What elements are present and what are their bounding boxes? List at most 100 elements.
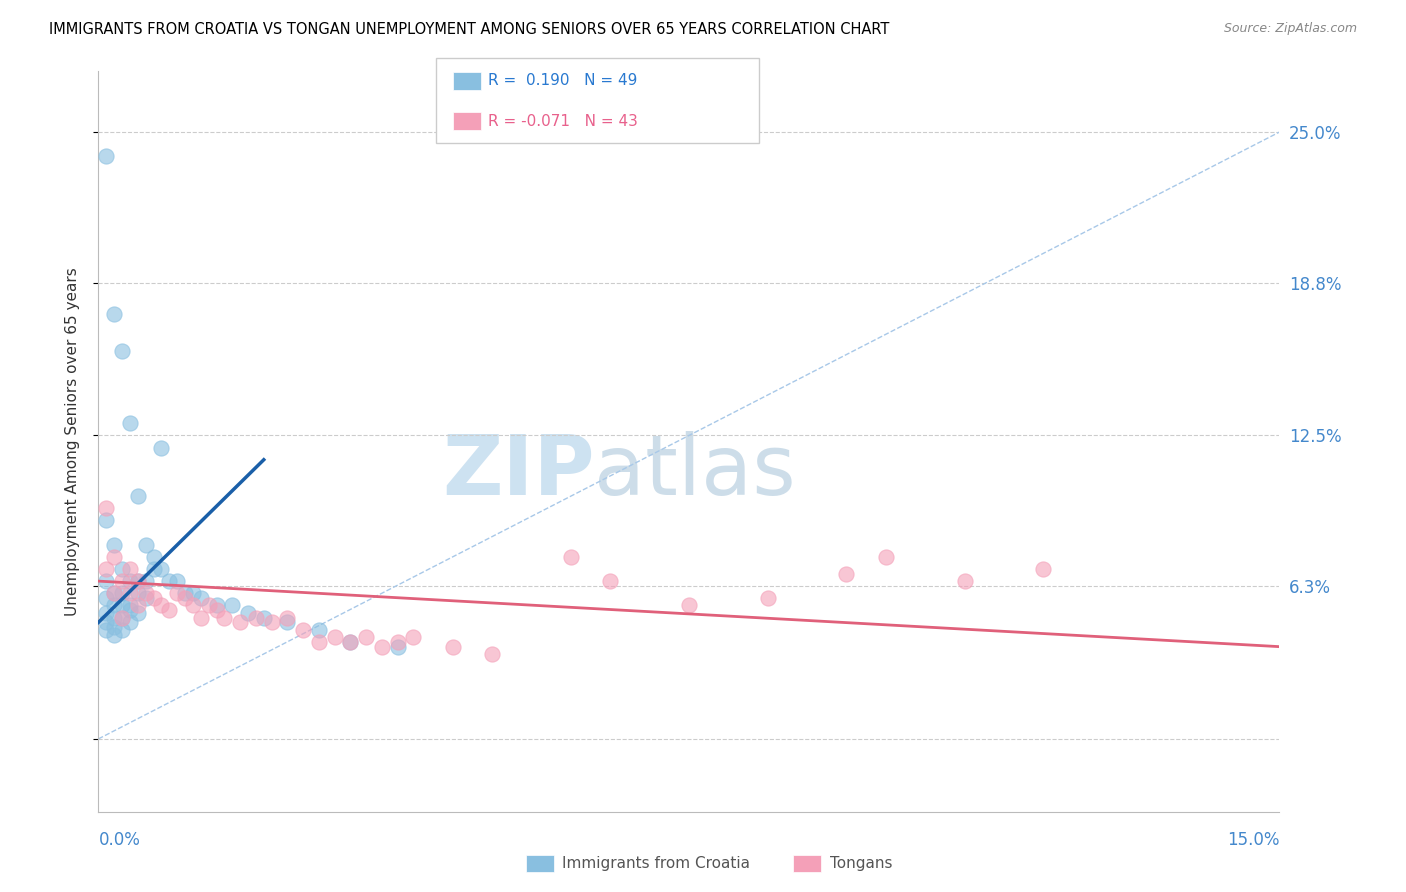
Point bbox=[371, 640, 394, 654]
Point bbox=[197, 599, 219, 613]
Point bbox=[118, 562, 141, 576]
Point bbox=[111, 562, 134, 576]
Y-axis label: Unemployment Among Seniors over 65 years: Unemployment Among Seniors over 65 years bbox=[65, 268, 80, 615]
Point bbox=[127, 489, 149, 503]
Point bbox=[96, 149, 118, 163]
Point bbox=[835, 566, 858, 581]
Point bbox=[150, 562, 173, 576]
Point bbox=[127, 606, 149, 620]
Point bbox=[953, 574, 976, 588]
Point bbox=[323, 630, 346, 644]
Point bbox=[221, 599, 243, 613]
Point bbox=[127, 574, 149, 588]
Point bbox=[441, 640, 464, 654]
Point bbox=[276, 615, 298, 630]
Text: Tongans: Tongans bbox=[830, 856, 891, 871]
Point bbox=[190, 610, 212, 624]
Point bbox=[166, 586, 188, 600]
Point bbox=[111, 610, 134, 624]
Point bbox=[166, 574, 188, 588]
Point bbox=[205, 599, 228, 613]
Point bbox=[339, 635, 361, 649]
Text: R = -0.071   N = 43: R = -0.071 N = 43 bbox=[488, 114, 638, 128]
Point bbox=[292, 623, 315, 637]
Point bbox=[387, 640, 409, 654]
Point bbox=[118, 615, 141, 630]
Point bbox=[103, 538, 125, 552]
Point bbox=[96, 574, 118, 588]
Point bbox=[599, 574, 621, 588]
Point bbox=[96, 606, 118, 620]
Point bbox=[229, 615, 252, 630]
Point bbox=[150, 441, 173, 455]
Point bbox=[142, 562, 165, 576]
Point bbox=[135, 591, 157, 606]
Point bbox=[253, 610, 276, 624]
Point bbox=[135, 586, 157, 600]
Point bbox=[308, 623, 330, 637]
Point bbox=[111, 610, 134, 624]
Point bbox=[103, 549, 125, 564]
Point bbox=[174, 591, 197, 606]
Point bbox=[103, 586, 125, 600]
Text: atlas: atlas bbox=[595, 431, 796, 512]
Point bbox=[402, 630, 425, 644]
Text: IMMIGRANTS FROM CROATIA VS TONGAN UNEMPLOYMENT AMONG SENIORS OVER 65 YEARS CORRE: IMMIGRANTS FROM CROATIA VS TONGAN UNEMPL… bbox=[49, 22, 890, 37]
Point bbox=[96, 591, 118, 606]
Point bbox=[118, 417, 141, 431]
Point bbox=[103, 610, 125, 624]
Point bbox=[111, 574, 134, 588]
Point bbox=[190, 591, 212, 606]
Point bbox=[118, 603, 141, 617]
Point bbox=[157, 603, 180, 617]
Point bbox=[387, 635, 409, 649]
Point bbox=[103, 599, 125, 613]
Point bbox=[245, 610, 267, 624]
Point bbox=[111, 599, 134, 613]
Text: Immigrants from Croatia: Immigrants from Croatia bbox=[562, 856, 751, 871]
Text: 15.0%: 15.0% bbox=[1227, 831, 1279, 849]
Point bbox=[127, 574, 149, 588]
Point bbox=[118, 586, 141, 600]
Point bbox=[111, 586, 134, 600]
Point bbox=[111, 343, 134, 358]
Point bbox=[260, 615, 283, 630]
Point bbox=[135, 538, 157, 552]
Point bbox=[103, 307, 125, 321]
Point bbox=[875, 549, 897, 564]
Point bbox=[214, 610, 236, 624]
Point bbox=[560, 549, 582, 564]
Point bbox=[756, 591, 779, 606]
Point bbox=[181, 586, 204, 600]
Point bbox=[678, 599, 700, 613]
Point bbox=[157, 574, 180, 588]
Point bbox=[111, 623, 134, 637]
Point bbox=[96, 501, 118, 516]
Point bbox=[142, 549, 165, 564]
Point bbox=[354, 630, 377, 644]
Point bbox=[118, 574, 141, 588]
Point bbox=[236, 606, 259, 620]
Point bbox=[181, 599, 204, 613]
Point bbox=[339, 635, 361, 649]
Point bbox=[103, 627, 125, 641]
Point bbox=[1032, 562, 1054, 576]
Point bbox=[276, 610, 298, 624]
Text: Source: ZipAtlas.com: Source: ZipAtlas.com bbox=[1223, 22, 1357, 36]
Point bbox=[103, 586, 125, 600]
Point bbox=[127, 599, 149, 613]
Point bbox=[142, 591, 165, 606]
Point bbox=[96, 513, 118, 527]
Point bbox=[308, 635, 330, 649]
Point bbox=[205, 603, 228, 617]
Point bbox=[103, 620, 125, 634]
Point bbox=[150, 599, 173, 613]
Text: R =  0.190   N = 49: R = 0.190 N = 49 bbox=[488, 73, 637, 87]
Point bbox=[127, 586, 149, 600]
Point bbox=[96, 615, 118, 630]
Point bbox=[96, 623, 118, 637]
Point bbox=[135, 574, 157, 588]
Point bbox=[174, 586, 197, 600]
Point bbox=[96, 562, 118, 576]
Text: ZIP: ZIP bbox=[441, 431, 595, 512]
